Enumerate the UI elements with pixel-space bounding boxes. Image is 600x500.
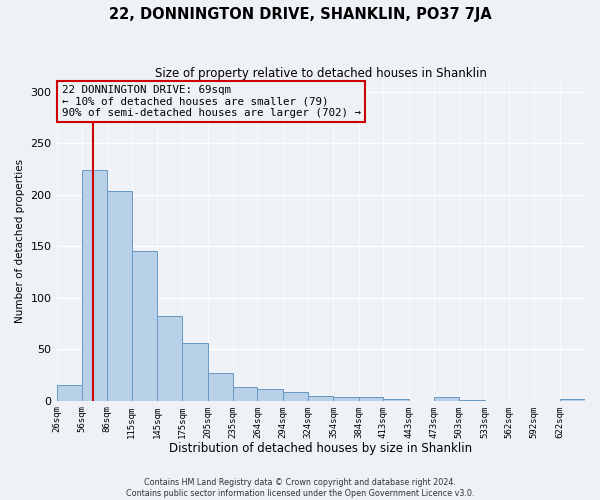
X-axis label: Distribution of detached houses by size in Shanklin: Distribution of detached houses by size … xyxy=(169,442,472,455)
Bar xyxy=(157,316,182,400)
Title: Size of property relative to detached houses in Shanklin: Size of property relative to detached ho… xyxy=(155,68,487,80)
Bar xyxy=(560,398,585,400)
Bar xyxy=(334,396,359,400)
Bar xyxy=(308,396,334,400)
Bar xyxy=(208,373,233,400)
Bar xyxy=(56,386,82,400)
Bar xyxy=(182,343,208,400)
Bar xyxy=(383,398,409,400)
Text: Contains HM Land Registry data © Crown copyright and database right 2024.
Contai: Contains HM Land Registry data © Crown c… xyxy=(126,478,474,498)
Y-axis label: Number of detached properties: Number of detached properties xyxy=(15,159,25,324)
Bar xyxy=(107,191,131,400)
Bar xyxy=(283,392,308,400)
Bar xyxy=(131,252,157,400)
Bar xyxy=(359,396,383,400)
Bar xyxy=(257,390,283,400)
Text: 22, DONNINGTON DRIVE, SHANKLIN, PO37 7JA: 22, DONNINGTON DRIVE, SHANKLIN, PO37 7JA xyxy=(109,8,491,22)
Bar xyxy=(233,388,257,400)
Text: 22 DONNINGTON DRIVE: 69sqm
← 10% of detached houses are smaller (79)
90% of semi: 22 DONNINGTON DRIVE: 69sqm ← 10% of deta… xyxy=(62,85,361,118)
Bar xyxy=(82,170,107,400)
Bar xyxy=(434,396,459,400)
